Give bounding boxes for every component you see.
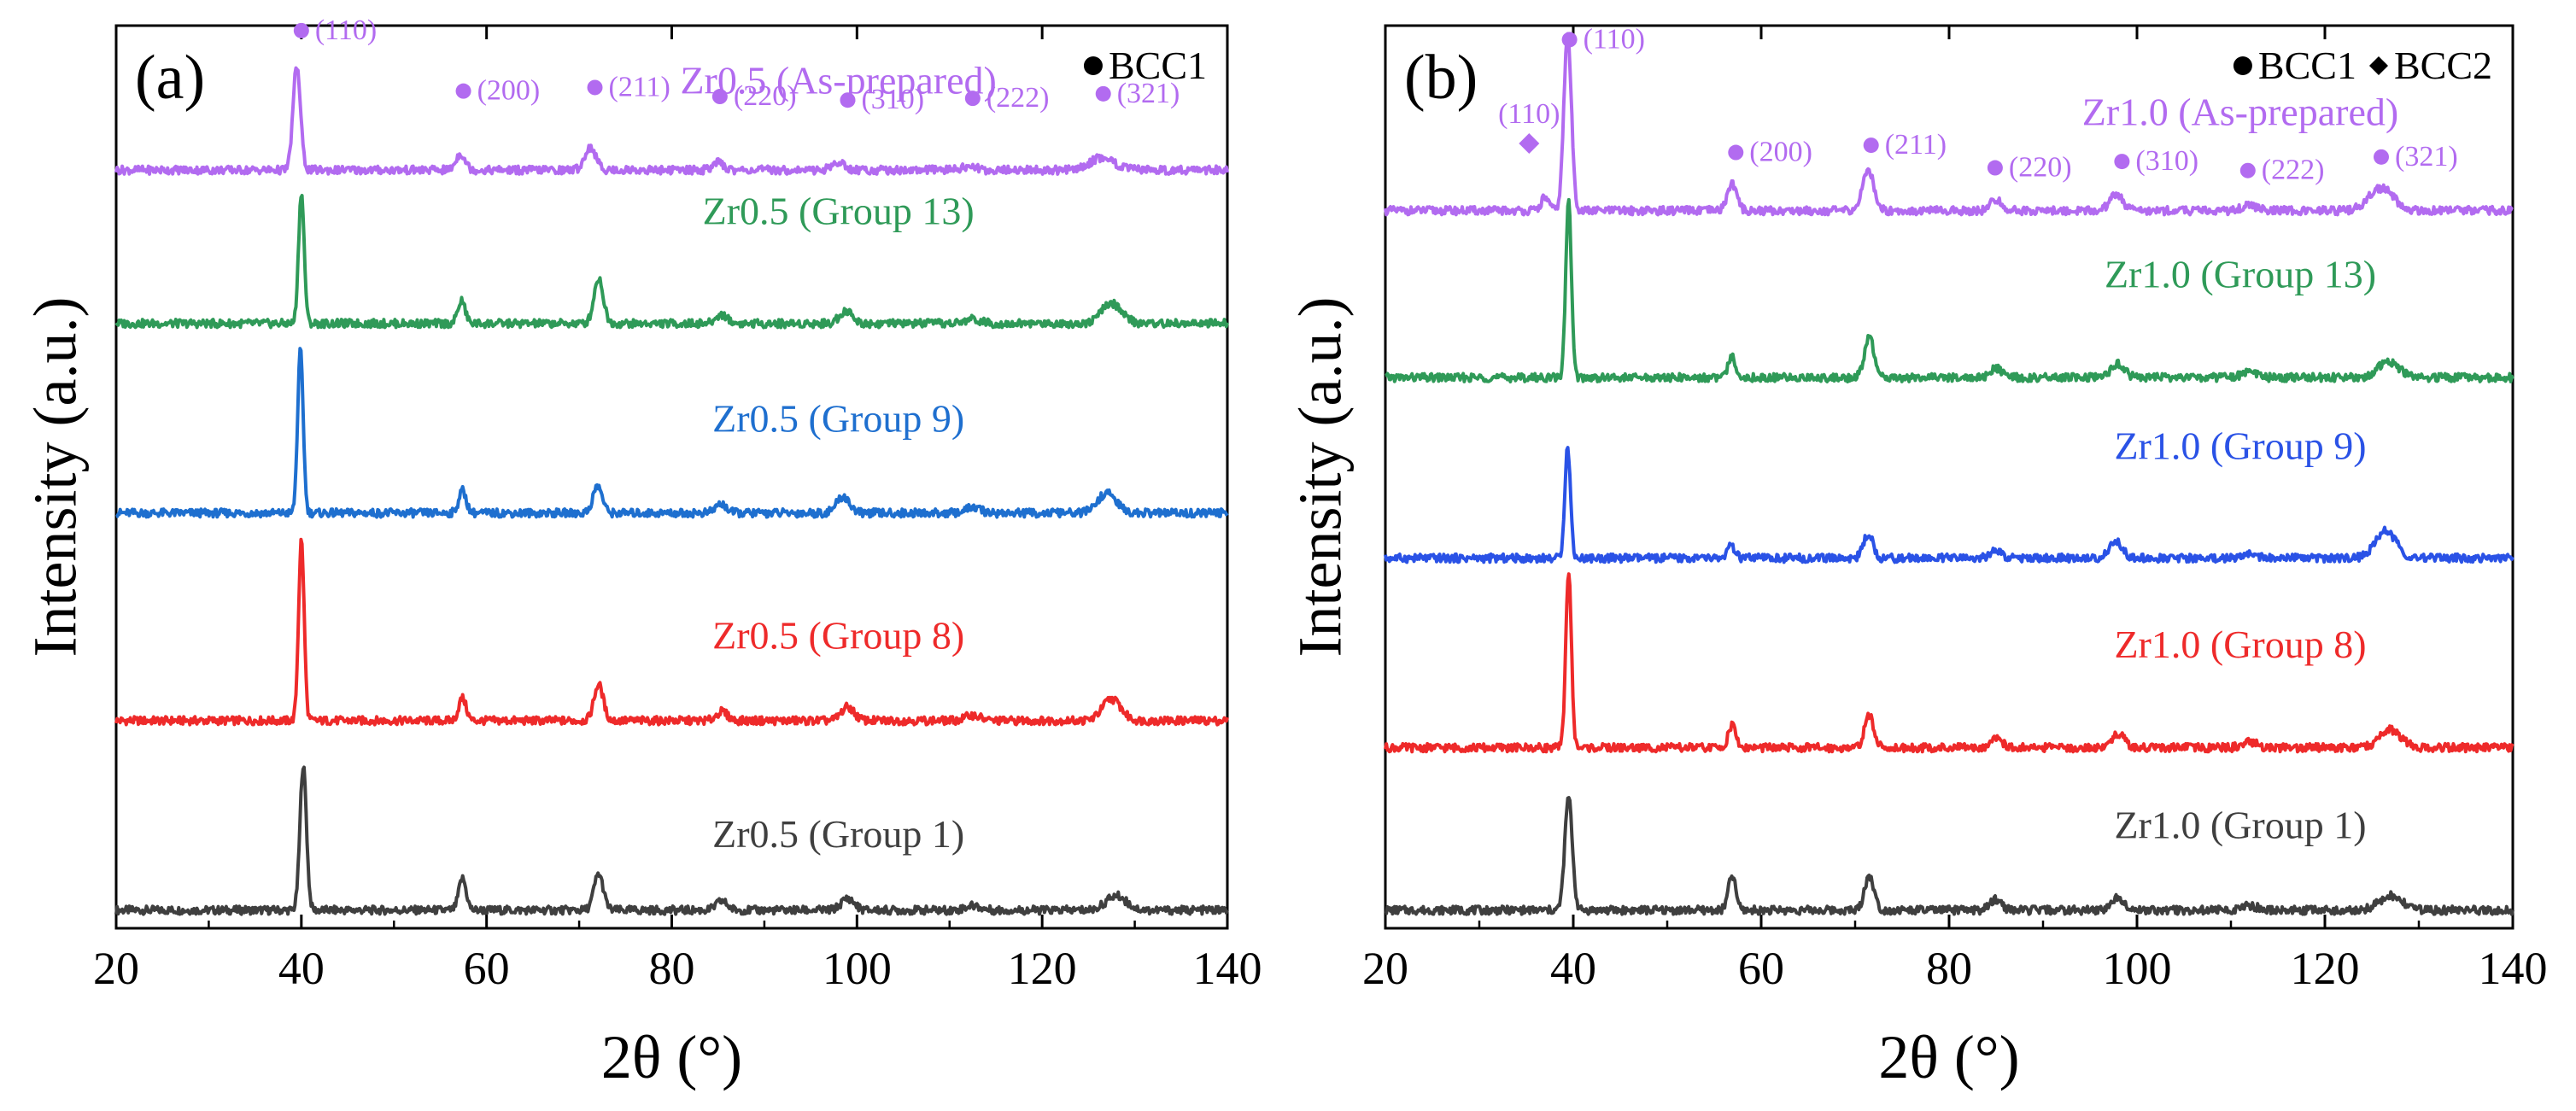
axes-frame: [114, 24, 1229, 930]
peak-label: (310): [2135, 145, 2198, 177]
series-line-zr1-0-group-1: [1385, 796, 2515, 916]
series-line-zr1-0-group-9: [1384, 446, 2515, 564]
series-label-zr1-0-as-prepared: Zr1.0 (As-prepared): [2082, 90, 2398, 133]
x-tick-label: 20: [1362, 943, 1408, 994]
legend-label-bcc1: BCC1: [2258, 44, 2356, 87]
legend-marker-circle: [2233, 56, 2252, 75]
x-tick-label: 120: [1008, 943, 1077, 994]
peak-label: (211): [1885, 129, 1947, 161]
peak-label: (222): [986, 82, 1050, 114]
panel-label: (b): [1404, 43, 1478, 113]
series-line-zr0-5-as-prepared: [114, 66, 1229, 176]
peak-label: (321): [1117, 78, 1180, 109]
legend-label-bcc1: BCC1: [1109, 44, 1207, 87]
peak-label: (321): [2395, 141, 2458, 172]
peak-label: (110): [1498, 98, 1560, 130]
peak-marker-circle: [1863, 137, 1879, 154]
peak-marker-circle: [2239, 162, 2256, 178]
x-tick-label: 20: [93, 943, 139, 994]
series-line-zr0-5-group-13: [114, 194, 1229, 330]
series-label-zr1-0-group-1: Zr1.0 (Group 1): [2114, 803, 2366, 846]
peak-marker-circle: [293, 22, 309, 38]
series-label-zr0-5-as-prepared: Zr0.5 (As-prepared): [680, 58, 996, 102]
peak-marker-diamond: [1519, 132, 1540, 154]
peak-label: (200): [477, 75, 541, 107]
peak-marker-circle: [455, 83, 471, 99]
peak-label: (110): [1584, 23, 1645, 55]
series-line-zr0-5-group-8: [114, 537, 1229, 727]
peak-marker-circle: [587, 79, 603, 96]
series-line-zr0-5-group-1: [114, 765, 1229, 916]
peak-marker-circle: [964, 91, 981, 107]
peak-marker-circle: [2114, 154, 2130, 170]
x-tick-label: 40: [278, 943, 325, 994]
y-axis-label: Intensity (a.u.): [1286, 297, 1355, 658]
series-line-zr1-0-group-13: [1385, 197, 2515, 383]
peak-marker-circle: [1095, 85, 1111, 102]
x-tick-label: 60: [1738, 943, 1784, 994]
legend-marker-diamond: [2368, 56, 2388, 75]
x-tick-label: 120: [2291, 943, 2360, 994]
peak-marker-circle: [711, 89, 728, 105]
peak-label: (310): [861, 84, 924, 115]
series-line-zr1-0-group-8: [1384, 572, 2515, 754]
x-tick-label: 100: [823, 943, 892, 994]
series-label-zr1-0-group-13: Zr1.0 (Group 13): [2105, 253, 2376, 296]
series-label-zr0-5-group-8: Zr0.5 (Group 8): [712, 613, 964, 657]
x-axis-label: 2θ (°): [601, 1023, 742, 1091]
x-tick-label: 100: [2103, 943, 2172, 994]
panel-label: (a): [135, 43, 205, 113]
panel-a: 20 40 60 80 100 120 140 2θ (°) Intensity (a.u.) (…: [21, 15, 1262, 1091]
x-tick-label: 140: [1193, 943, 1262, 994]
peak-label: (110): [315, 15, 377, 46]
series-label-zr1-0-group-9: Zr1.0 (Group 9): [2114, 424, 2366, 467]
y-axis-label: Intensity (a.u.): [21, 297, 90, 658]
x-tick-label: 60: [464, 943, 510, 994]
peak-label: (220): [2009, 152, 2072, 184]
axes-frame: [1384, 24, 2515, 930]
peak-marker-circle: [840, 92, 856, 108]
series-label-zr0-5-group-1: Zr0.5 (Group 1): [712, 812, 964, 856]
peak-marker-circle: [1728, 144, 1744, 161]
panel-b: 20 40 60 80 100 120 140 2θ (°) Intensity (a.u.) (…: [1286, 23, 2548, 1091]
peak-label: (220): [734, 80, 797, 112]
x-tick-label: 40: [1550, 943, 1596, 994]
x-tick-label: 80: [649, 943, 695, 994]
series-label-zr1-0-group-8: Zr1.0 (Group 8): [2114, 623, 2366, 666]
peak-label: (222): [2262, 155, 2325, 186]
legend-label-bcc2: BCC2: [2394, 44, 2492, 87]
x-axis-label: 2θ (°): [1878, 1023, 2019, 1091]
peak-marker-circle: [1987, 160, 2003, 176]
series-label-zr0-5-group-9: Zr0.5 (Group 9): [712, 397, 964, 441]
peak-label: (200): [1749, 137, 1812, 168]
peak-marker-circle: [1561, 32, 1578, 48]
peak-label: (211): [609, 71, 670, 102]
x-tick-label: 80: [1926, 943, 1972, 994]
series-line-zr1-0-as-prepared: [1384, 32, 2514, 217]
series-label-zr0-5-group-13: Zr0.5 (Group 13): [703, 190, 975, 233]
series-line-zr0-5-group-9: [115, 347, 1229, 519]
legend-marker-circle: [1083, 56, 1103, 75]
x-tick-label: 140: [2479, 943, 2548, 994]
peak-marker-circle: [2374, 149, 2389, 165]
